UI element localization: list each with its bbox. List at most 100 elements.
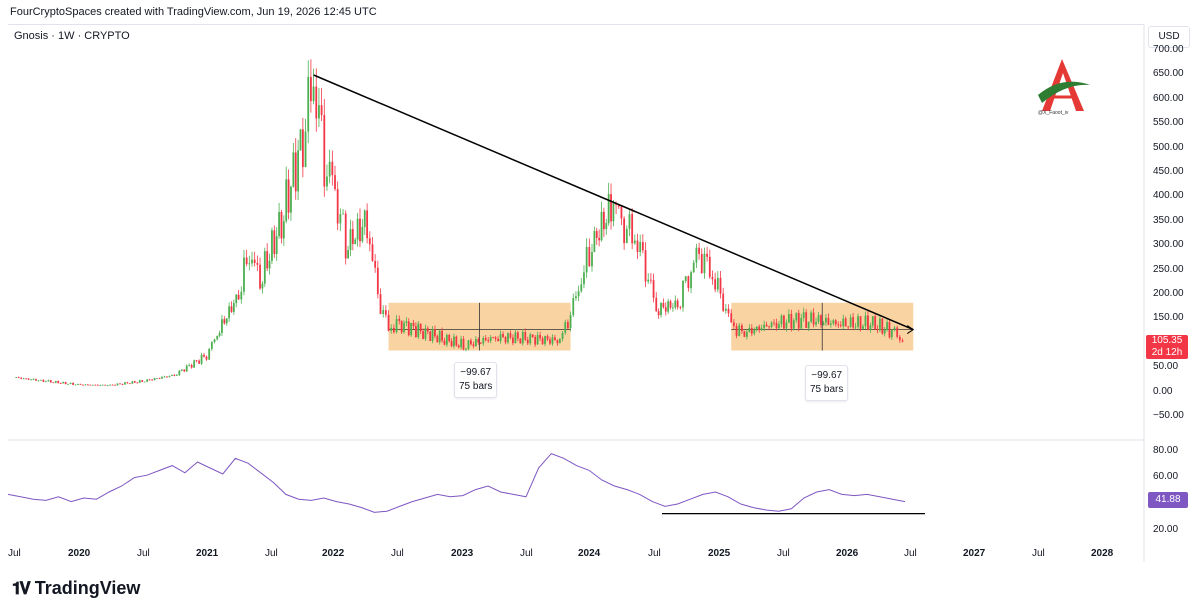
candle-body <box>27 378 30 380</box>
candle-body <box>256 262 259 265</box>
candle-body <box>84 384 87 386</box>
rsi-tick: 20.00 <box>1153 524 1179 535</box>
symbol-label[interactable]: Gnosis · 1W · CRYPTO <box>14 30 130 42</box>
candle-body <box>210 342 213 349</box>
candle-body <box>271 230 273 261</box>
candle-body <box>854 326 857 328</box>
candle-body <box>331 161 334 176</box>
candle-body <box>890 329 893 338</box>
candle-body <box>266 251 269 269</box>
candle-body <box>474 339 477 347</box>
candle-body <box>138 380 141 383</box>
candle-body <box>312 86 315 102</box>
candle-body <box>193 360 196 368</box>
candle-body <box>91 384 94 386</box>
candle-body <box>400 320 403 333</box>
candle-body <box>864 315 867 327</box>
candle-body <box>534 336 537 345</box>
candle-body <box>755 326 758 330</box>
candle-body <box>37 380 40 382</box>
measure-change: −99.67 <box>460 367 492 378</box>
candle-body <box>318 105 320 119</box>
candle-body <box>558 338 561 344</box>
candle-body <box>392 327 395 333</box>
candle-body <box>730 313 733 323</box>
candle-body <box>82 384 84 386</box>
candle-body <box>482 338 485 344</box>
candle-body <box>163 376 166 378</box>
candle-body <box>263 251 266 284</box>
candle-body <box>334 175 336 190</box>
candle-body <box>869 325 872 330</box>
candle-body <box>35 379 37 381</box>
candle-body <box>507 333 509 343</box>
candle-body <box>185 365 188 372</box>
candle-body <box>30 379 32 381</box>
candle-body <box>190 365 193 368</box>
candle-body <box>349 229 352 251</box>
candle-body <box>225 318 228 324</box>
candle-body <box>554 337 556 341</box>
price-tick: 300.00 <box>1153 239 1184 251</box>
candle-body <box>580 284 583 292</box>
tradingview-logo[interactable]: 𝟏𝐕 TradingView <box>12 578 140 599</box>
candle-body <box>171 374 173 376</box>
candle-body <box>168 375 171 377</box>
candle-body <box>94 384 97 386</box>
candle-body <box>275 236 278 255</box>
candle-body <box>492 337 495 339</box>
price-tick: 250.00 <box>1153 263 1184 275</box>
candle-body <box>336 189 339 224</box>
trendline <box>313 74 914 331</box>
candle-body <box>450 341 453 347</box>
candle-body <box>871 316 874 326</box>
candle-body <box>25 378 28 380</box>
candle-body <box>519 338 522 344</box>
currency-button[interactable]: USD <box>1148 26 1190 48</box>
candle-body <box>213 339 216 343</box>
candle-body <box>768 326 770 328</box>
candle-body <box>17 377 20 379</box>
candle-body <box>259 264 261 289</box>
candle-body <box>320 105 323 116</box>
candle-body <box>879 318 881 331</box>
last-price-value: 105.35 <box>1151 335 1183 346</box>
price-tick: 650.00 <box>1153 68 1184 80</box>
price-tick: 600.00 <box>1153 92 1184 104</box>
candle-body <box>743 331 746 337</box>
candle-body <box>817 315 820 322</box>
candle-body <box>567 322 569 329</box>
candle-body <box>494 337 497 340</box>
candle-body <box>368 238 371 245</box>
candle-body <box>706 253 709 257</box>
candle-body <box>502 333 504 338</box>
candle-body <box>455 336 458 346</box>
candle-body <box>119 383 121 385</box>
candle-body <box>825 317 827 323</box>
price-tick: 700.00 <box>1153 44 1184 55</box>
candle-body <box>121 384 124 385</box>
candle-body <box>770 322 773 328</box>
candle-body <box>351 229 354 244</box>
candle-body <box>700 253 703 274</box>
price-tick: 400.00 <box>1153 190 1184 202</box>
candle-body <box>371 244 374 261</box>
measure-change: −99.67 <box>811 370 843 381</box>
measure-label-2[interactable]: −99.67 75 bars <box>805 365 849 401</box>
candle-body <box>218 332 221 336</box>
candle-body <box>178 370 181 376</box>
candle-body <box>223 319 226 324</box>
candle-body <box>374 260 377 268</box>
time-label: Jul <box>648 548 661 559</box>
candle-body <box>780 315 783 325</box>
time-label: Jul <box>265 548 278 559</box>
candle-body <box>445 334 448 345</box>
price-tick: 450.00 <box>1153 166 1184 177</box>
candle-body <box>805 312 808 328</box>
price-tick: 500.00 <box>1153 141 1184 153</box>
candle-body <box>664 307 667 312</box>
measure-label-1[interactable]: −99.67 75 bars <box>454 362 498 398</box>
candle-body <box>544 335 546 345</box>
candle-body <box>684 276 687 282</box>
